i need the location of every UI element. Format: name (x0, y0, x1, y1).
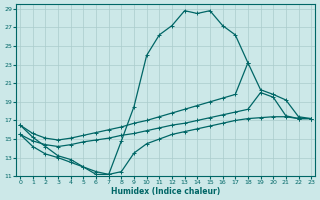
X-axis label: Humidex (Indice chaleur): Humidex (Indice chaleur) (111, 187, 220, 196)
